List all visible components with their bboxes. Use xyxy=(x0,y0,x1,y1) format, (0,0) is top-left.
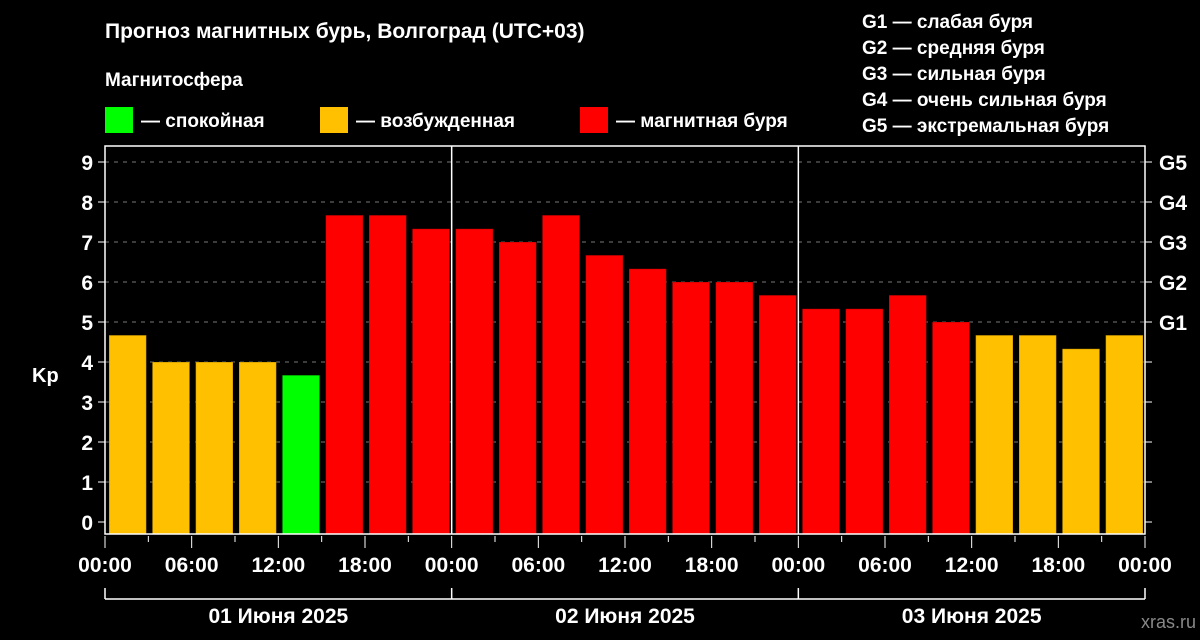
y-tick-label: 6 xyxy=(81,272,93,295)
bar xyxy=(541,214,581,535)
legend-title: Магнитосфера xyxy=(105,70,243,91)
watermark: xras.ru xyxy=(1141,612,1196,632)
bar xyxy=(411,228,451,535)
bar xyxy=(1061,348,1101,535)
g-tick-label: G1 xyxy=(1159,312,1187,335)
bar xyxy=(931,321,971,535)
y-tick-label: 2 xyxy=(81,432,93,455)
g-tick-label: G4 xyxy=(1159,192,1187,215)
bar xyxy=(671,281,711,535)
bar xyxy=(1105,334,1144,535)
bar xyxy=(758,294,797,535)
bar xyxy=(975,334,1014,535)
x-tick-label: 18:00 xyxy=(1031,554,1085,577)
y-tick-label: 3 xyxy=(81,392,93,415)
g-scale-legend: G1 — слабая буря G2 — средняя буря G3 — си… xyxy=(862,12,1109,137)
g-tick-label: G3 xyxy=(1159,232,1187,255)
x-tick-label: 18:00 xyxy=(338,554,392,577)
x-tick-label: 12:00 xyxy=(598,554,652,577)
g-legend-item: G1 — слабая буря xyxy=(862,12,1033,33)
bars xyxy=(108,214,1144,535)
y-tick-label: 4 xyxy=(81,352,93,375)
g-tick-label: G5 xyxy=(1159,152,1187,175)
bar xyxy=(368,214,407,535)
g-tick-label: G2 xyxy=(1159,272,1187,295)
y-tick-label: 0 xyxy=(81,512,93,535)
bar xyxy=(108,334,147,535)
legend-label: — возбужденная xyxy=(356,111,515,132)
bar xyxy=(498,241,537,535)
x-tick-label: 12:00 xyxy=(251,554,305,577)
x-tick-label: 06:00 xyxy=(511,554,565,577)
bar xyxy=(195,361,234,535)
grid xyxy=(105,161,1145,483)
bar xyxy=(455,228,494,535)
bar xyxy=(151,361,191,535)
bar xyxy=(325,214,364,535)
x-tick-label: 06:00 xyxy=(165,554,219,577)
legend-label: — спокойная xyxy=(141,111,265,132)
bar xyxy=(801,308,841,535)
x-tick-label: 06:00 xyxy=(858,554,912,577)
day-label: 03 Июня 2025 xyxy=(902,605,1042,628)
legend: — спокойная — возбужденная — магнитная бур… xyxy=(105,107,788,133)
day-label: 01 Июня 2025 xyxy=(208,605,348,628)
y-tick-label: 1 xyxy=(81,472,93,495)
y-tick-label: 7 xyxy=(81,232,93,255)
legend-swatch xyxy=(105,107,133,133)
g-legend-item: G3 — сильная буря xyxy=(862,64,1046,85)
day-label: 02 Июня 2025 xyxy=(555,605,695,628)
g-legend-item: G5 — экстремальная буря xyxy=(862,116,1109,137)
axes: 0 1 2 3 4 5 6 7 8 9 G1 G2 G3 G4 G5 00:00 06:00 12:00 18:00… xyxy=(78,145,1187,628)
legend-swatch xyxy=(580,107,608,133)
bar xyxy=(238,361,277,535)
bar xyxy=(888,294,927,535)
x-tick-label: 00:00 xyxy=(1118,554,1172,577)
x-tick-label: 00:00 xyxy=(78,554,132,577)
y-axis-label: Kp xyxy=(32,365,59,387)
y-tick-label: 8 xyxy=(81,192,93,215)
y-tick-label: 5 xyxy=(81,312,93,335)
g-legend-item: G4 — очень сильная буря xyxy=(862,90,1107,111)
bar xyxy=(715,281,754,535)
x-tick-label: 00:00 xyxy=(425,554,479,577)
x-tick-label: 12:00 xyxy=(945,554,999,577)
plot-frame xyxy=(104,145,1146,535)
bar xyxy=(585,254,624,535)
bar xyxy=(1018,334,1057,535)
bar xyxy=(845,308,884,535)
legend-swatch xyxy=(320,107,348,133)
bar xyxy=(281,374,321,535)
legend-label: — магнитная буря xyxy=(616,111,788,132)
x-tick-label: 18:00 xyxy=(685,554,739,577)
bar xyxy=(628,268,667,535)
y-tick-label: 9 xyxy=(81,152,93,175)
x-tick-label: 00:00 xyxy=(771,554,825,577)
chart-title: Прогноз магнитных бурь, Волгоград (UTC+0… xyxy=(105,20,585,43)
g-legend-item: G2 — средняя буря xyxy=(862,38,1045,59)
